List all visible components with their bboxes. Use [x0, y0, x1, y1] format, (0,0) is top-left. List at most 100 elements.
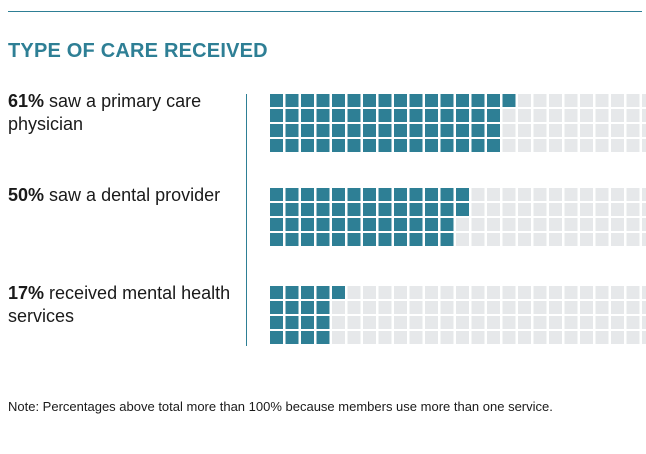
waffle-cell-filled	[378, 94, 392, 107]
waffle-cell-empty	[425, 301, 438, 314]
waffle-cell-empty	[642, 139, 646, 152]
waffle-cell-filled	[440, 233, 454, 246]
waffle-cell-empty	[394, 331, 407, 344]
waffle-cell-filled	[363, 94, 376, 107]
waffle-cell-empty	[487, 286, 500, 299]
vertical-divider	[246, 94, 247, 346]
waffle-cell-empty	[471, 286, 485, 299]
waffle-cell-empty	[378, 301, 392, 314]
waffle-cell-empty	[564, 218, 578, 231]
waffle-cell-empty	[611, 139, 624, 152]
waffle-cell-empty	[549, 203, 562, 216]
waffle-cell-filled	[316, 301, 330, 314]
waffle-cell-filled	[394, 94, 407, 107]
waffle-cell-empty	[487, 233, 500, 246]
waffle-cell-filled	[425, 203, 438, 216]
waffle-cell-empty	[456, 218, 469, 231]
waffle-cell-empty	[580, 109, 593, 122]
waffle-cell-empty	[533, 94, 547, 107]
waffle-cell-empty	[502, 316, 516, 329]
waffle-cell-filled	[316, 286, 330, 299]
waffle-cell-empty	[564, 203, 578, 216]
waffle-cell-empty	[518, 124, 531, 137]
waffle-cell-filled	[425, 139, 438, 152]
waffle-cell-empty	[626, 94, 640, 107]
waffle-cell-empty	[409, 316, 423, 329]
waffle-cell-filled	[487, 109, 500, 122]
waffle-cell-filled	[409, 94, 423, 107]
waffle-cell-empty	[502, 233, 516, 246]
waffle-cell-filled	[394, 188, 407, 201]
waffle-cell-empty	[595, 218, 609, 231]
waffle-cell-filled	[363, 109, 376, 122]
waffle-cell-filled	[285, 286, 299, 299]
waffle-cell-filled	[425, 109, 438, 122]
waffle-cell-empty	[425, 286, 438, 299]
waffle-cell-empty	[347, 331, 361, 344]
waffle-cell-filled	[363, 233, 376, 246]
waffle-cell-empty	[502, 188, 516, 201]
waffle-cell-empty	[502, 286, 516, 299]
waffle-cell-empty	[487, 218, 500, 231]
waffle-cell-empty	[409, 331, 423, 344]
waffle-cell-filled	[471, 124, 485, 137]
waffle-cell-empty	[595, 188, 609, 201]
waffle-cell-filled	[316, 94, 330, 107]
waffle-cell-filled	[270, 331, 283, 344]
top-rule	[8, 11, 642, 12]
waffle-cell-filled	[270, 139, 283, 152]
waffle-cell-empty	[626, 218, 640, 231]
waffle-cell-empty	[580, 218, 593, 231]
waffle-cell-empty	[549, 301, 562, 314]
waffle-cell-filled	[378, 188, 392, 201]
waffle-cell-empty	[471, 316, 485, 329]
waffle-cell-empty	[595, 94, 609, 107]
waffle-cell-empty	[471, 203, 485, 216]
waffle-cell-filled	[270, 218, 283, 231]
row-percent: 17%	[8, 283, 45, 303]
waffle-cell-filled	[301, 316, 314, 329]
waffle-cell-filled	[270, 203, 283, 216]
waffle-cell-empty	[471, 301, 485, 314]
waffle-cell-empty	[549, 94, 562, 107]
waffle-cell-empty	[626, 109, 640, 122]
waffle-cell-filled	[301, 139, 314, 152]
waffle-cell-filled	[394, 124, 407, 137]
waffle-cell-empty	[394, 301, 407, 314]
waffle-cell-empty	[642, 124, 646, 137]
waffle-cell-empty	[502, 203, 516, 216]
footnote: Note: Percentages above total more than …	[8, 399, 553, 414]
waffle-cell-empty	[626, 331, 640, 344]
waffle-cell-empty	[595, 316, 609, 329]
waffle-cell-empty	[564, 124, 578, 137]
waffle-cell-empty	[518, 316, 531, 329]
waffle-cell-empty	[595, 286, 609, 299]
waffle-cell-filled	[425, 188, 438, 201]
waffle-cell-empty	[347, 301, 361, 314]
waffle-cell-empty	[502, 124, 516, 137]
waffle-cell-empty	[549, 331, 562, 344]
waffle-cell-filled	[471, 94, 485, 107]
waffle-cell-filled	[440, 109, 454, 122]
waffle-cell-empty	[533, 109, 547, 122]
waffle-cell-filled	[285, 301, 299, 314]
waffle-cell-empty	[518, 331, 531, 344]
waffle-cell-empty	[533, 301, 547, 314]
waffle-cell-empty	[502, 139, 516, 152]
waffle-cell-filled	[285, 188, 299, 201]
waffle-cell-empty	[409, 301, 423, 314]
waffle-cell-filled	[332, 139, 345, 152]
waffle-cell-filled	[378, 203, 392, 216]
waffle-cell-empty	[642, 109, 646, 122]
waffle-cell-empty	[642, 331, 646, 344]
waffle-cell-empty	[440, 301, 454, 314]
waffle-cell-empty	[409, 286, 423, 299]
waffle-cell-empty	[580, 233, 593, 246]
waffle-cell-empty	[518, 188, 531, 201]
waffle-cell-filled	[316, 331, 330, 344]
waffle-cell-filled	[347, 139, 361, 152]
waffle-cell-filled	[409, 188, 423, 201]
waffle-cell-empty	[533, 188, 547, 201]
waffle-cell-filled	[270, 316, 283, 329]
waffle-cell-filled	[301, 233, 314, 246]
